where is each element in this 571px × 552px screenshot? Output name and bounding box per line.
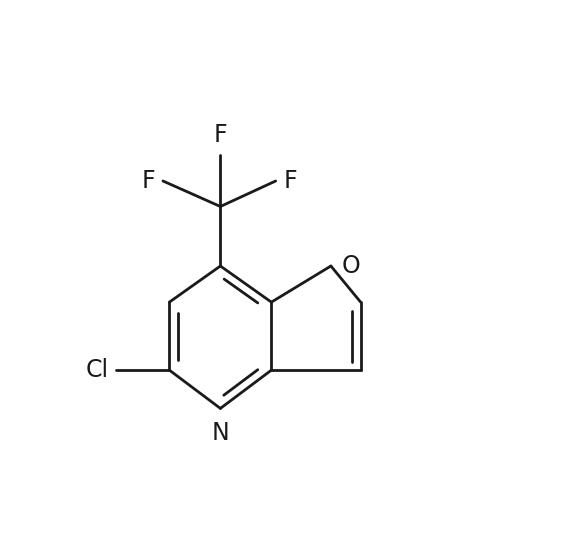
Text: N: N bbox=[211, 421, 229, 445]
Text: Cl: Cl bbox=[86, 358, 108, 382]
Text: F: F bbox=[214, 123, 227, 147]
Text: F: F bbox=[283, 169, 297, 193]
Text: F: F bbox=[142, 169, 155, 193]
Text: O: O bbox=[341, 254, 360, 278]
